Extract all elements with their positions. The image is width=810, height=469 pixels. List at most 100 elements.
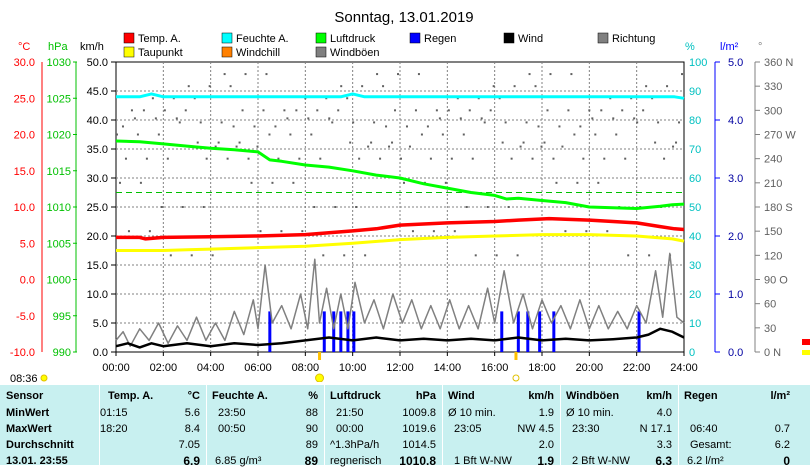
row-label-max: MaxWert: [6, 423, 52, 435]
direction-dot: [116, 133, 118, 136]
series-wind: [115, 327, 685, 349]
temp-unit: °C: [187, 390, 200, 402]
direction-dot: [417, 73, 420, 76]
direction-dot: [516, 254, 519, 257]
direction-dot: [411, 230, 414, 233]
direction-dot: [199, 121, 202, 124]
col-wind: Wind km/h Ø 10 min. 1.9 23:05 NW 4.5 2.0 1 …: [448, 385, 554, 468]
direction-dot: [169, 254, 172, 257]
direction-dot: [349, 141, 352, 144]
pressure-tick-label: 1020: [47, 130, 71, 142]
direction-dot: [600, 109, 603, 112]
axis-units: °C hPa km/h% l/m² °: [18, 41, 762, 53]
series-temp: [116, 216, 685, 241]
rain-bar: [516, 311, 520, 352]
sunrise-label: 08:36: [10, 373, 38, 382]
pressure-tick-label: 1025: [47, 93, 71, 105]
pressure-tick-label: 1005: [47, 238, 71, 250]
humidity-tick-label: 100: [689, 57, 707, 69]
direction-dot: [145, 157, 148, 160]
humidity-tick-label: 60: [689, 173, 701, 185]
col-luftdruck: Luftdruck hPa 21:50 1009.8 00:00 1019.6 ^1.…: [330, 385, 436, 468]
direction-dot: [405, 125, 408, 128]
direction-dot: [666, 85, 669, 88]
rain-bar: [538, 311, 542, 352]
direction-dot: [492, 85, 495, 88]
wind-tick-label: 35.0: [87, 144, 108, 156]
direction-dot: [175, 117, 178, 120]
boeen-unit: km/h: [646, 390, 672, 402]
regen-max-value: 0.7: [774, 423, 790, 435]
regen-total-label: Gesamt:: [690, 439, 732, 451]
direction-dot: [232, 125, 235, 128]
direction-tick-label: 30: [764, 323, 776, 335]
luftdruck-min-value: 1009.8: [402, 407, 436, 419]
direction-dot: [546, 109, 549, 112]
rain-tick-label: 2.0: [728, 231, 743, 243]
direction-dot: [121, 125, 124, 128]
direction-dot: [346, 97, 349, 100]
direction-dot: [334, 206, 337, 208]
sun-markers: 08:36: [10, 352, 520, 382]
pressure-tick-label: 990: [53, 347, 71, 359]
sunrise-icon: [40, 374, 48, 382]
temp-tick-label: 0.0: [20, 275, 35, 287]
wind-header: Wind: [448, 390, 475, 402]
wind-unit-label: km/h: [80, 41, 104, 53]
legend-label: Taupunkt: [138, 47, 183, 59]
legend-swatch: [221, 46, 233, 58]
direction-dot: [435, 109, 438, 112]
direction-tick-label: 360 N: [764, 57, 793, 69]
wind-tick-label: 5.0: [93, 318, 108, 330]
direction-dot: [447, 109, 450, 112]
temp-tick-label: 20.0: [14, 130, 35, 142]
direction-dot: [453, 230, 456, 233]
boeen-header: Windböen: [566, 390, 620, 402]
boeen-min-value: 4.0: [656, 407, 672, 419]
direction-dot: [310, 133, 313, 136]
direction-dot: [361, 85, 364, 88]
direction-dot: [468, 109, 471, 112]
direction-dot: [259, 230, 262, 233]
feuchte-current-label: 6.85 g/m³: [215, 455, 262, 467]
direction-dot: [196, 141, 199, 144]
temp-unit-label: °C: [18, 41, 30, 53]
direction-dot: [465, 206, 468, 208]
direction-dot: [223, 73, 226, 76]
humidity-tick-label: 70: [689, 144, 701, 156]
direction-dot: [316, 109, 319, 112]
direction-dot: [265, 73, 268, 76]
direction-tick-label: 90 O: [764, 275, 788, 287]
time-tick-label: 20:00: [576, 362, 604, 374]
temp-max-value: 8.4: [184, 423, 200, 435]
direction-dot: [382, 85, 385, 88]
direction-dot: [385, 125, 388, 128]
feuchte-min-time: 23:50: [218, 407, 246, 419]
direction-tick-label: 330: [764, 81, 782, 93]
temp-tick-label: 5.0: [20, 238, 35, 250]
time-tick-label: 04:00: [197, 362, 225, 374]
direction-dot: [537, 125, 540, 128]
direction-dot: [340, 85, 343, 88]
direction-dot: [226, 157, 229, 160]
direction-dot: [379, 157, 382, 160]
direction-dot: [462, 133, 465, 136]
legend-label: Richtung: [612, 33, 655, 45]
direction-dot: [124, 157, 127, 160]
time-tick-label: 08:00: [292, 362, 320, 374]
direction-dot: [322, 254, 325, 257]
weather-chart: Sonntag, 13.01.2019 Temp. A. Taupunkt Feuc…: [10, 9, 810, 382]
direction-dot: [400, 157, 402, 160]
direction-dot: [328, 117, 331, 120]
direction-dot: [432, 230, 435, 233]
sensor-header: Sensor: [6, 390, 44, 402]
direction-dot: [615, 133, 618, 136]
direction-dot: [268, 133, 271, 136]
wind-tick-label: 15.0: [87, 260, 108, 272]
luftdruck-header: Luftdruck: [330, 390, 381, 402]
direction-dot: [483, 121, 486, 124]
wind-unit: km/h: [528, 390, 554, 402]
direction-dot: [211, 254, 214, 257]
legend-swatch: [597, 32, 609, 44]
direction-dot: [214, 145, 217, 148]
